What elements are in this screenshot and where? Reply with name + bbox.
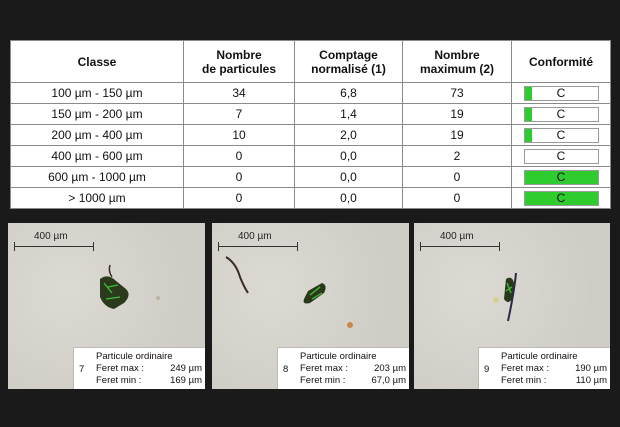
scale-bar: 400 µm [218, 231, 298, 251]
feret-max-value: 190 µm [575, 363, 607, 374]
cell-max: 19 [402, 124, 512, 146]
cell-conformite: C [511, 166, 611, 188]
cell-conformite: C [511, 82, 611, 104]
feret-min-value: 110 µm [575, 375, 607, 386]
cell-comptage: 2,0 [294, 124, 403, 146]
table-row: 100 µm - 150 µm 34 6,8 73 C [10, 82, 611, 104]
cell-max: 0 [402, 166, 512, 188]
cell-conformite: C [511, 187, 611, 209]
conformity-letter: C [556, 106, 566, 121]
cell-conformite: C [511, 145, 611, 167]
particle-info-box: 9 Particule ordinaire Feret max :190 µm … [478, 347, 610, 389]
conformity-indicator: C [523, 106, 599, 122]
cell-comptage: 1,4 [294, 103, 403, 125]
header-comptage: Comptage normalisé (1) [294, 40, 403, 83]
particle-info-box: 8 Particule ordinaire Feret max :203 µm … [277, 347, 409, 389]
particle-image-7: 400 µm 7 Particule ordinaire Feret max :… [8, 223, 205, 389]
feret-max-label: Feret max : [300, 363, 349, 374]
particle-number: 9 [484, 364, 490, 375]
particle-image-9: 400 µm 9 Particule ordinaire Feret max :… [414, 223, 610, 389]
particle-image-8: 400 µm 8 Particule ordinaire Feret max :… [212, 223, 409, 389]
scale-label: 400 µm [238, 231, 272, 242]
cell-conformite: C [511, 103, 611, 125]
conformity-letter: C [556, 85, 566, 100]
conformity-fill [524, 128, 532, 142]
header-conformite: Conformité [511, 40, 611, 83]
cell-classe: 150 µm - 200 µm [10, 103, 184, 125]
cell-comptage: 0,0 [294, 166, 403, 188]
cell-nombre: 0 [183, 187, 295, 209]
conformity-table-container: Classe Nombre de particules Comptage norma… [10, 40, 611, 209]
cell-comptage: 0,0 [294, 145, 403, 167]
header-classe: Classe [10, 40, 184, 83]
cell-max: 0 [402, 187, 512, 209]
cell-classe: 100 µm - 150 µm [10, 82, 184, 104]
header-max: Nombre maximum (2) [402, 40, 512, 83]
conformity-indicator: C [523, 169, 599, 185]
feret-min-value: 67,0 µm [371, 375, 406, 386]
header-nombre: Nombre de particules [183, 40, 295, 83]
conformity-fill [524, 191, 598, 205]
conformity-indicator: C [523, 127, 599, 143]
scale-bar: 400 µm [420, 231, 500, 251]
particle-drawing [493, 272, 517, 322]
cell-conformite: C [511, 124, 611, 146]
conformity-indicator: C [523, 148, 599, 164]
feret-min-label: Feret min : [300, 375, 346, 386]
table-row: 600 µm - 1000 µm 0 0,0 0 C [10, 166, 611, 188]
conformity-letter: C [556, 169, 566, 184]
conformity-fill [524, 170, 598, 184]
cell-nombre: 7 [183, 103, 295, 125]
cell-comptage: 0,0 [294, 187, 403, 209]
particle-type: Particule ordinaire [501, 351, 578, 362]
particle-number: 7 [79, 364, 85, 375]
conformity-letter: C [556, 190, 566, 205]
particle-drawing [225, 256, 353, 328]
cell-comptage: 6,8 [294, 82, 403, 104]
feret-max-label: Feret max : [501, 363, 550, 374]
particle-info-box: 7 Particule ordinaire Feret max :249 µm … [73, 347, 205, 389]
table-row: 200 µm - 400 µm 10 2,0 19 C [10, 124, 611, 146]
cell-max: 2 [402, 145, 512, 167]
particle-drawing [100, 264, 160, 309]
conformity-table: Classe Nombre de particules Comptage norma… [10, 40, 611, 209]
cell-nombre: 0 [183, 166, 295, 188]
cell-classe: 600 µm - 1000 µm [10, 166, 184, 188]
particle-type: Particule ordinaire [96, 351, 173, 362]
cell-classe: 200 µm - 400 µm [10, 124, 184, 146]
feret-max-value: 249 µm [170, 363, 202, 374]
particle-number: 8 [283, 364, 289, 375]
cell-nombre: 34 [183, 82, 295, 104]
cell-classe: > 1000 µm [10, 187, 184, 209]
feret-min-value: 169 µm [170, 375, 202, 386]
conformity-letter: C [556, 148, 566, 163]
table-row: 150 µm - 200 µm 7 1,4 19 C [10, 103, 611, 125]
conformity-indicator: C [523, 190, 599, 206]
table-header-row: Classe Nombre de particules Comptage norma… [10, 40, 611, 83]
conformity-letter: C [556, 127, 566, 142]
cell-nombre: 10 [183, 124, 295, 146]
conformity-fill [524, 107, 532, 121]
conformity-indicator: C [523, 85, 599, 101]
table-row: 400 µm - 600 µm 0 0,0 2 C [10, 145, 611, 167]
scale-label: 400 µm [440, 231, 474, 242]
feret-min-label: Feret min : [501, 375, 547, 386]
conformity-fill [524, 86, 532, 100]
cell-nombre: 0 [183, 145, 295, 167]
cell-classe: 400 µm - 600 µm [10, 145, 184, 167]
feret-max-label: Feret max : [96, 363, 145, 374]
scale-label: 400 µm [34, 231, 68, 242]
particle-type: Particule ordinaire [300, 351, 377, 362]
feret-max-value: 203 µm [374, 363, 406, 374]
cell-max: 73 [402, 82, 512, 104]
table-row: > 1000 µm 0 0,0 0 C [10, 187, 611, 209]
scale-bar: 400 µm [14, 231, 94, 251]
cell-max: 19 [402, 103, 512, 125]
feret-min-label: Feret min : [96, 375, 142, 386]
